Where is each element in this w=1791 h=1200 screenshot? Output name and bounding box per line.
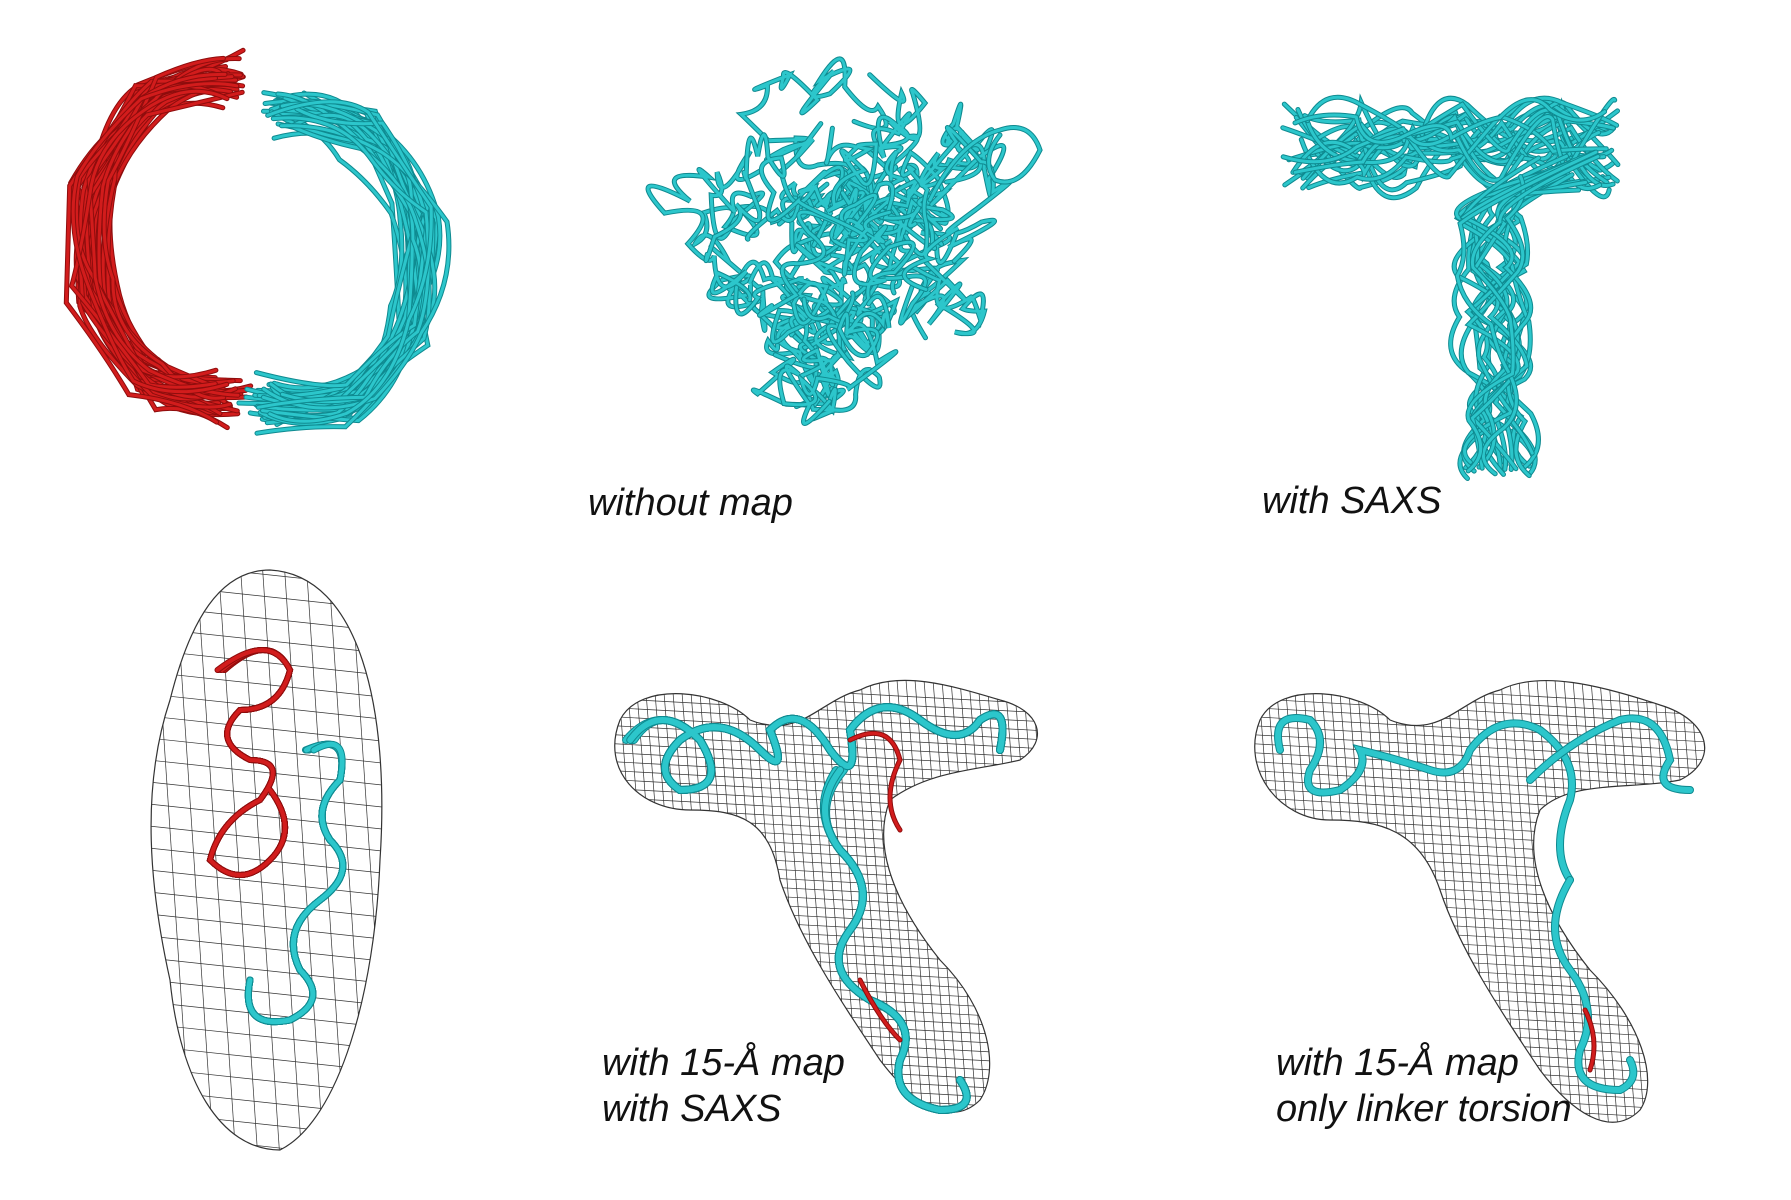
density-mesh-outline xyxy=(614,679,1038,1113)
fitted-map-saxs-image xyxy=(614,679,1038,1115)
caption-bottom-middle: with 15-Å map with SAXS xyxy=(602,1040,845,1132)
cyan-ribbon-outline xyxy=(626,703,1007,795)
cyan-ribbon xyxy=(627,704,1006,794)
cyan-strand xyxy=(928,126,1042,202)
density-mesh-outline xyxy=(1254,679,1706,1123)
red-strand xyxy=(102,56,226,400)
cyan-strand xyxy=(863,247,987,336)
cyan-strand xyxy=(1314,96,1619,183)
cyan-strand xyxy=(900,125,1012,291)
tangle-ensemble-image xyxy=(645,56,1043,426)
cyan-strand xyxy=(737,57,888,196)
caption-bottom-right: with 15-Å map only linker torsion xyxy=(1276,1040,1572,1132)
cyan-strand xyxy=(1466,155,1600,473)
cyan-ribbon xyxy=(245,741,346,1025)
seven-shape-ensemble-image xyxy=(1280,93,1621,481)
cyan-strand xyxy=(1461,162,1569,469)
red-ribbon xyxy=(848,731,902,832)
ensemble-ring-image xyxy=(63,47,452,436)
cyan-ribbon xyxy=(623,704,1006,794)
cyan-strand xyxy=(1455,161,1589,455)
caption-line: with 15-Å map xyxy=(602,1042,845,1084)
cyan-ribbon xyxy=(628,704,1006,794)
red-ribbon xyxy=(1583,1008,1596,1072)
cyan-ribbon-outline xyxy=(244,740,347,1026)
cyan-ribbon xyxy=(245,741,346,1025)
cyan-ribbon-outline xyxy=(628,703,1007,795)
cyan-ribbon-outline xyxy=(244,740,347,1026)
cyan-strand xyxy=(1455,150,1598,476)
cyan-ribbon-outline xyxy=(244,740,347,1026)
cyan-strand xyxy=(262,124,451,410)
cyan-ribbon-outline xyxy=(622,703,1007,795)
panel-top-right-ensemble xyxy=(1270,60,1650,540)
cyan-ribbon xyxy=(1275,715,1575,883)
cyan-ribbon xyxy=(628,704,1006,794)
caption-line: with SAXS xyxy=(602,1088,782,1130)
red-ribbon xyxy=(858,978,902,1042)
cyan-ribbon xyxy=(245,741,346,1025)
cyan-strand xyxy=(758,181,921,317)
cyan-strand xyxy=(775,293,851,409)
red-strand xyxy=(74,84,226,379)
cyan-ribbon-outline xyxy=(244,740,347,1026)
cyan-strand xyxy=(266,100,433,423)
cyan-strand xyxy=(256,116,430,409)
cyan-strand xyxy=(785,277,882,421)
cyan-ribbon xyxy=(245,741,346,1025)
cyan-strand xyxy=(1281,114,1608,179)
caption-top-middle: without map xyxy=(588,480,793,526)
cyan-strand xyxy=(704,133,891,276)
panel-top-middle-ensemble xyxy=(600,40,1160,480)
cyan-strand xyxy=(734,260,843,370)
caption-line: with SAXS xyxy=(1262,480,1442,522)
cyan-ribbon xyxy=(1527,715,1693,793)
cyan-ribbon xyxy=(245,741,346,1025)
panel-bottom-right-map xyxy=(1240,679,1780,1180)
cyan-strand xyxy=(255,102,437,435)
cyan-strand xyxy=(778,294,898,425)
cyan-ribbon-outline xyxy=(627,703,1007,795)
caption-line: with 15-Å map xyxy=(1276,1042,1519,1084)
cyan-strand xyxy=(1293,115,1602,190)
cyan-ribbon-outline xyxy=(627,703,1007,795)
cyan-ribbon xyxy=(245,741,346,1025)
caption-line: only linker torsion xyxy=(1276,1088,1572,1130)
fitted-map-linker-image xyxy=(1254,679,1706,1123)
cyan-strand xyxy=(646,150,764,302)
caption-top-right: with SAXS xyxy=(1262,478,1442,524)
panel-bottom-middle-map xyxy=(600,679,1160,1180)
cyan-ribbon xyxy=(629,704,1006,794)
cyan-strand xyxy=(795,126,878,275)
cyan-ribbon-outline xyxy=(244,740,347,1026)
cyan-ribbon xyxy=(245,741,346,1025)
cyan-ribbon-outline xyxy=(244,740,347,1026)
cyan-strand xyxy=(1466,175,1525,470)
caption-line: without map xyxy=(588,482,793,524)
cyan-ribbon-outline xyxy=(244,740,347,1026)
density-mesh-outline xyxy=(150,569,383,1151)
cyan-ribbon xyxy=(245,741,346,1025)
panel-bottom-left-map xyxy=(130,560,410,1160)
red-ribbon-outline xyxy=(206,647,294,878)
cyan-ribbon-outline xyxy=(244,740,347,1026)
red-strand xyxy=(71,82,239,394)
panel-top-left-ensemble xyxy=(60,30,480,470)
cyan-strand xyxy=(1293,98,1607,144)
density-map-ellipsoid-image xyxy=(150,569,383,1151)
density-mesh xyxy=(151,570,382,1150)
cyan-ribbon xyxy=(1552,877,1637,1094)
red-ribbon xyxy=(207,648,293,877)
